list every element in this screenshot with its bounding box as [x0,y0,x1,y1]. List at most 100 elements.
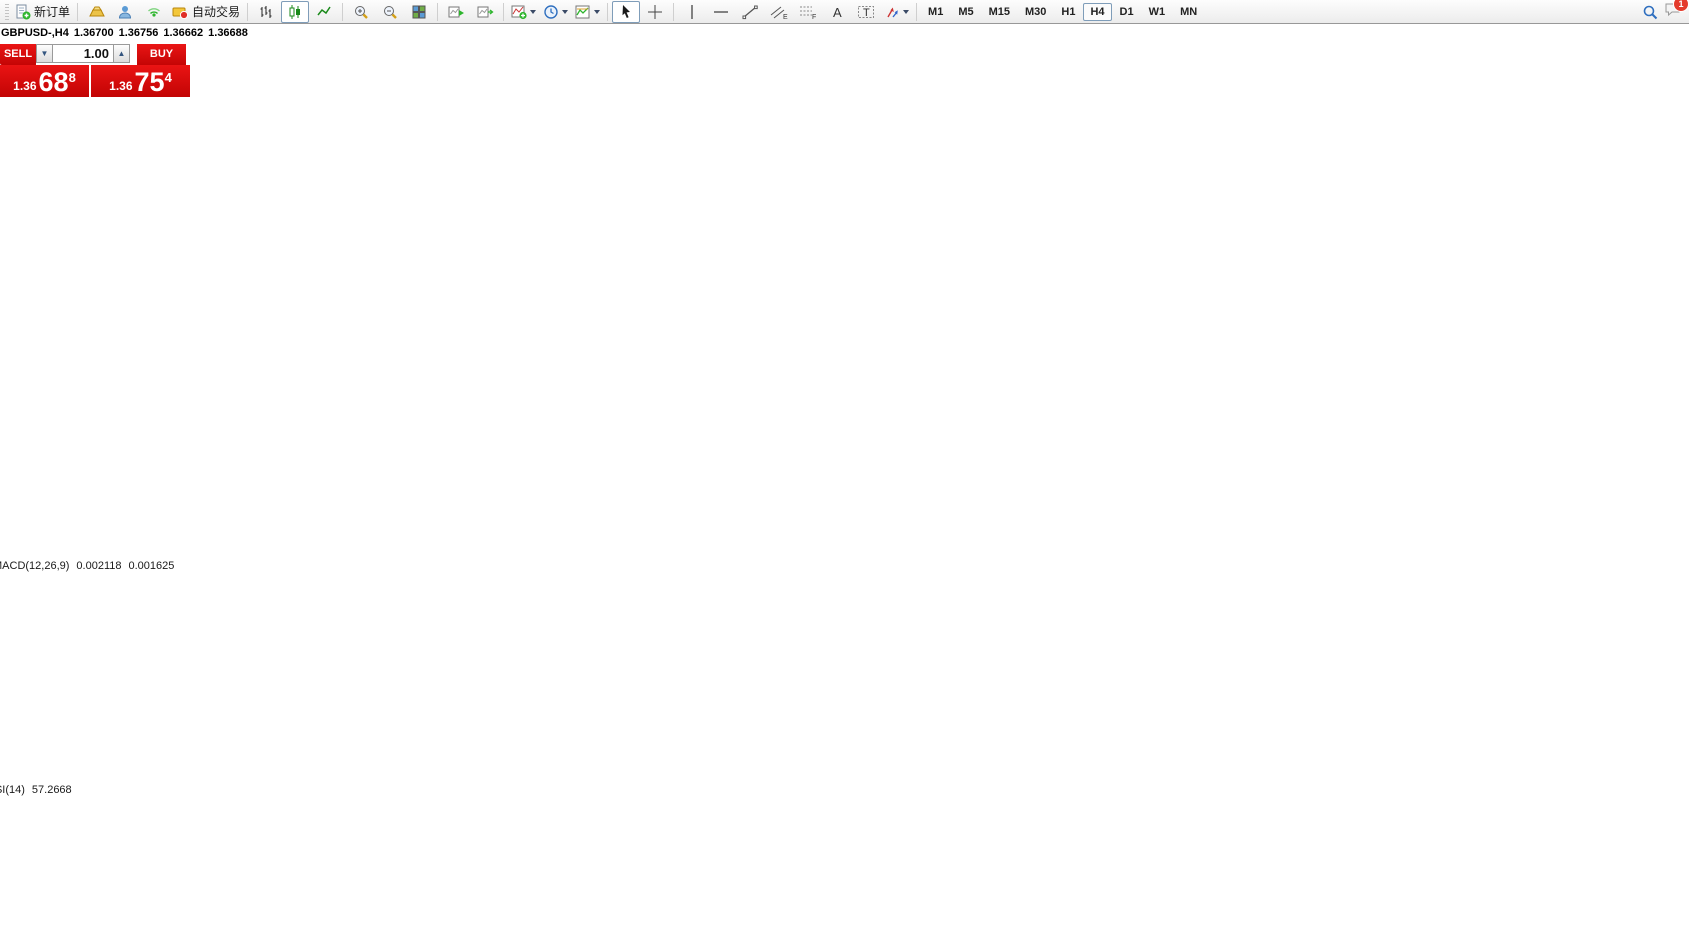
chat-button[interactable]: 1 [1664,0,1689,22]
toolbar-separator [607,2,609,21]
clock-icon [544,4,558,19]
toolbar-grip [5,3,9,20]
svg-text:A: A [833,5,842,20]
svg-text:E: E [783,14,788,20]
chart-ohlc-header: GBPUSD-,H4 1.36700 1.36756 1.36662 1.36688 [1,27,253,39]
toolbar-separator [77,2,79,21]
buy-price-point: 4 [164,70,172,85]
candlestick-icon [289,4,301,19]
timeframe-H4[interactable]: H4 [1083,2,1112,21]
arrows-icon [887,7,898,17]
sell-price-base: 1.36 [13,79,37,93]
channel-button[interactable]: E [765,1,793,23]
chevron-down-icon [530,9,537,14]
line-chart-icon [317,6,331,15]
buy-price-base: 1.36 [109,79,133,93]
timeframe-M15[interactable]: M15 [988,5,1010,18]
fibonacci-button[interactable]: F [794,1,822,23]
rsi-value: 57.2668 [31,784,72,796]
chevron-down-icon [594,9,601,14]
fibonacci-icon: F [800,6,816,20]
crosshair-icon [648,4,663,19]
deposit-button[interactable] [82,1,110,23]
rsi-name: RSI(14) [0,784,25,796]
templates-icon [575,5,590,18]
timeframe-D1[interactable]: D1 [1119,5,1134,18]
chevron-down-icon [903,9,910,14]
tile-windows-button[interactable] [405,1,433,23]
templates-button[interactable] [572,1,603,23]
signal-icon [148,7,160,17]
volume-decrease-button[interactable]: ▼ [36,44,53,63]
new-order-button[interactable]: 新订单 [12,1,73,23]
timeframe-H1[interactable]: H1 [1061,5,1076,18]
bar-chart-icon [260,5,272,18]
timeframe-M30[interactable]: M30 [1025,5,1047,18]
svg-text:F: F [812,14,816,20]
horizontal-line-button[interactable] [707,1,735,23]
sell-tab[interactable]: SELL [0,44,36,65]
periods-button[interactable] [540,1,571,23]
gold-ingot-icon [88,6,105,16]
tile-windows-icon [412,5,426,18]
zoom-out-icon [384,5,397,19]
macd-main-value: 0.002118 [76,560,122,572]
chevron-down-icon [562,9,569,14]
toolbar-separator [916,2,918,21]
buy-tab[interactable]: BUY [137,44,186,65]
sell-button[interactable]: 1.36 68 8 [0,65,91,97]
sell-price-pips: 68 [38,67,69,97]
signals-button[interactable] [140,1,168,23]
arrows-button[interactable] [881,1,912,23]
indicators-button[interactable] [508,1,539,23]
new-order-label: 新订单 [34,5,71,19]
vertical-line-icon [691,4,693,19]
volume-increase-button[interactable]: ▲ [113,44,130,63]
candlestick-chart-button[interactable] [281,0,310,23]
label-button[interactable]: T [852,1,880,23]
autotrading-button[interactable]: 自动交易 [169,1,243,23]
macd-signal-value: 0.001625 [128,560,175,572]
toolbar-separator [437,2,439,21]
toolbar-separator [503,2,505,21]
crosshair-button[interactable] [641,1,669,23]
autoscroll-button[interactable] [442,1,470,23]
new-order-icon [16,4,31,19]
timeframe-W1[interactable]: W1 [1148,5,1166,18]
text-icon: A [833,5,842,20]
cursor-button[interactable] [612,0,641,23]
vertical-line-button[interactable] [678,1,706,23]
autotrading-label: 自动交易 [192,5,241,19]
autotrading-icon [172,7,189,19]
bar-chart-button[interactable] [252,1,280,23]
horizontal-line-icon [714,10,729,13]
zoom-in-button[interactable] [347,1,375,23]
timeframe-MN[interactable]: MN [1180,5,1198,18]
chart-shift-button[interactable] [471,1,499,23]
svg-text:T: T [863,7,870,19]
timeframe-M5[interactable]: M5 [958,5,974,18]
toolbar-separator [673,2,675,21]
toolbar-separator [342,2,344,21]
zoom-out-button[interactable] [376,1,404,23]
buy-button[interactable]: 1.36 75 4 [91,65,190,97]
toolbar-separator [247,2,249,21]
text-label-icon: T [858,5,875,19]
macd-name: MACD(12,26,9) [0,560,70,572]
rsi-indicator-label: RSI(14) 57.2668 [0,784,79,796]
chart-shift-icon [477,6,494,17]
toolbar: 新订单 自动交易 [0,0,1689,24]
line-chart-button[interactable] [310,1,338,23]
close-value: 1.36688 [208,27,248,39]
timeframe-M1[interactable]: M1 [928,5,944,18]
zoom-in-icon [355,5,368,19]
low-value: 1.36662 [163,27,204,39]
search-icon[interactable] [1642,4,1658,20]
text-button[interactable]: A [823,1,851,23]
community-button[interactable] [111,1,139,23]
volume-input[interactable] [53,44,113,63]
trendline-button[interactable] [736,1,764,23]
indicators-icon [511,5,527,19]
